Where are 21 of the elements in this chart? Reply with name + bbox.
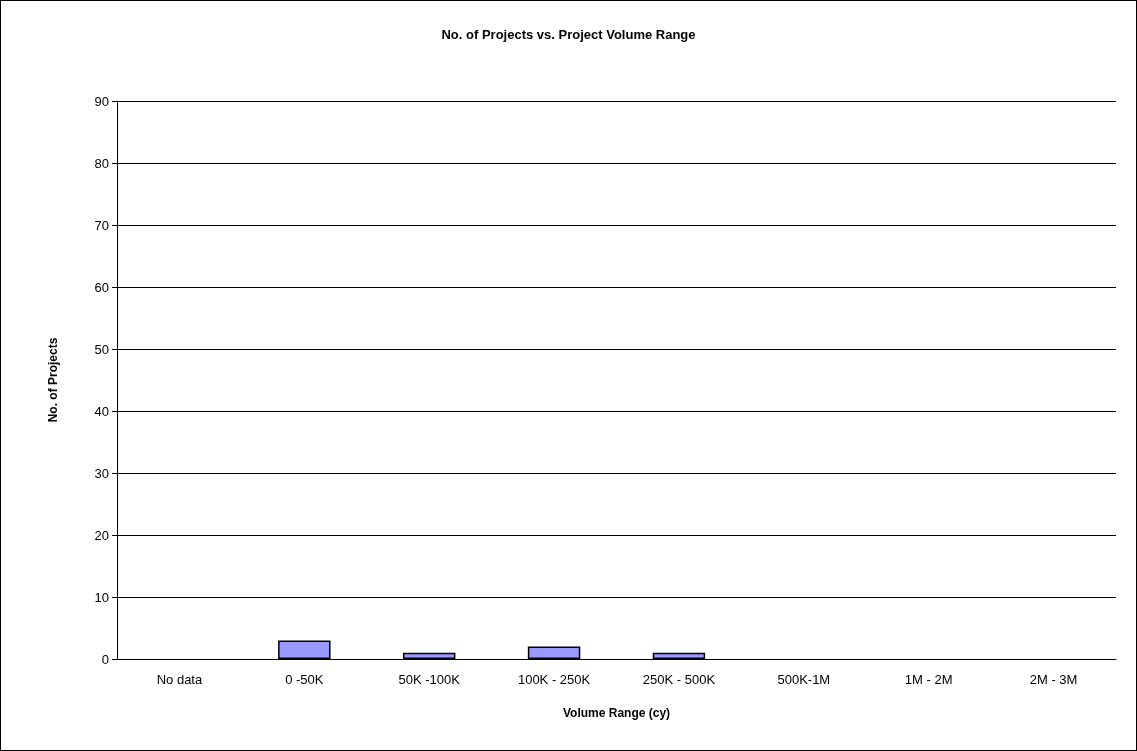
x-tick-label: 500K-1M	[777, 672, 831, 687]
x-tick-label: 50K -100K	[398, 672, 461, 687]
y-axis-title: No. of Projects	[46, 337, 60, 423]
y-tick-label: 90	[94, 93, 109, 109]
y-tick-label: 50	[94, 341, 109, 357]
y-tick-label: 80	[94, 155, 109, 171]
x-tick-label: No data	[156, 672, 203, 687]
x-axis-title: Volume Range (cy)	[562, 706, 671, 720]
chart-title: No. of Projects vs. Project Volume Range	[441, 27, 696, 42]
y-tick-label: 40	[94, 403, 109, 419]
x-tick-label: 250K - 500K	[642, 672, 716, 687]
y-tick-label: 60	[94, 279, 109, 295]
y-tick-label: 0	[101, 651, 109, 667]
x-tick-label: 2M - 3M	[1029, 672, 1078, 687]
y-tick-label: 30	[94, 465, 109, 481]
x-tick-label: 0 -50K	[285, 672, 324, 687]
x-tick-label: 100K - 250K	[517, 672, 591, 687]
y-tick-label: 70	[94, 217, 109, 233]
y-tick-label: 20	[94, 527, 109, 543]
y-tick-label: 10	[94, 589, 109, 605]
x-tick-label: 1M - 2M	[904, 672, 953, 687]
